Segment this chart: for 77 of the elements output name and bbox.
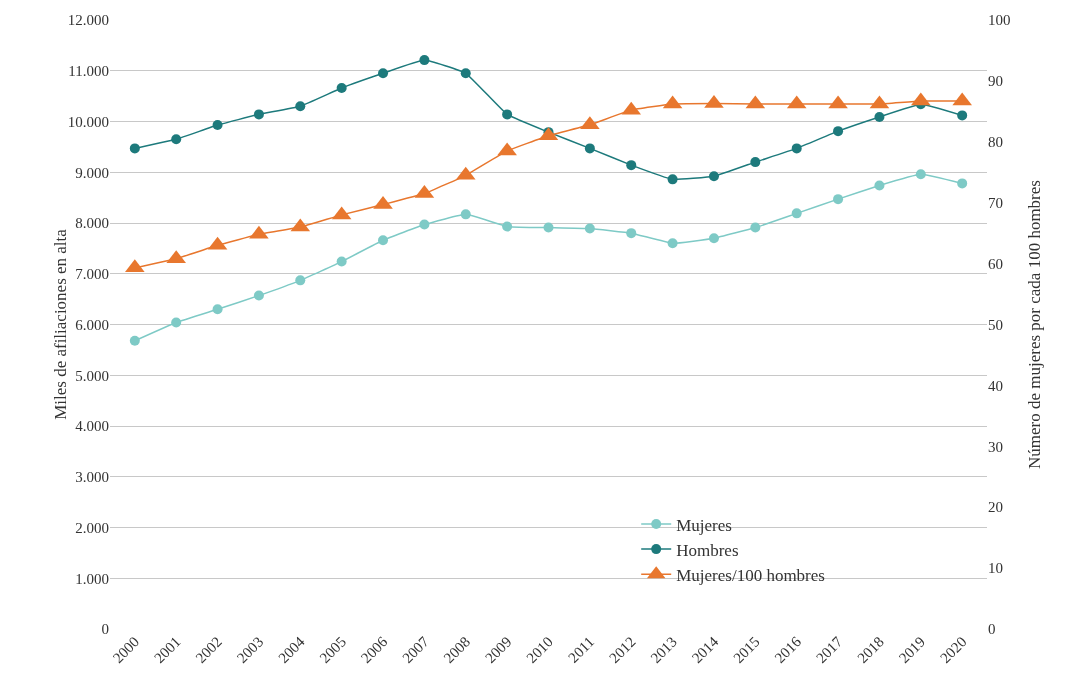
point [626,228,637,239]
point [708,171,719,182]
point [543,222,554,233]
y-tick-label: 2.000 [75,519,109,536]
point [249,225,269,239]
point [667,174,678,185]
y2-tick-label: 100 [988,12,1011,29]
y2-tick-label: 80 [988,134,1003,151]
point [378,68,389,79]
point [125,259,145,273]
y2-tick-label: 70 [988,194,1003,211]
point [708,233,719,244]
y-tick-label: 10.000 [67,113,109,130]
point [626,160,637,171]
point [667,238,678,249]
y2-tick-label: 20 [988,499,1003,516]
point [295,275,306,286]
y2-tick-label: 10 [988,560,1003,577]
point [419,55,430,66]
y2-tick-label: 40 [988,377,1003,394]
point [952,92,972,106]
point [253,290,264,301]
point [129,143,140,154]
point [833,194,844,205]
y-tick-label: 3.000 [75,469,109,485]
point [336,256,347,267]
point [502,221,513,232]
y-tick-label: 9.000 [75,164,109,181]
point [378,235,389,246]
point [336,83,347,94]
point [874,180,885,191]
point [171,317,182,328]
point [584,223,595,234]
y2-tick-label: 0 [988,621,996,638]
point [828,95,848,109]
point [833,126,844,137]
point [750,157,761,168]
point [253,109,264,120]
point [295,101,306,112]
y2-tick-label: 60 [988,255,1003,272]
point [584,143,595,154]
point [129,335,140,346]
point [915,169,926,180]
point [419,219,430,230]
point [460,68,471,79]
point [911,92,931,106]
point [171,134,182,145]
y-axis-title: Miles de afiliaciones en alta [51,228,70,420]
point [502,109,513,120]
legend-label: Hombres [676,540,739,560]
y-tick-label: 7.000 [75,266,109,282]
y2-tick-label: 90 [988,73,1003,90]
point [212,120,223,131]
y-tick-label: 6.000 [75,316,109,333]
point [497,142,517,156]
y-tick-label: 8.000 [75,215,109,232]
point [957,178,968,189]
point [957,110,968,121]
point [874,111,885,122]
y-tick-label: 11.000 [68,63,109,79]
y-tick-label: 0 [101,621,109,638]
point [460,209,471,220]
y-tick-label: 12.000 [67,12,109,29]
y2-tick-label: 50 [988,316,1003,333]
y2-axis-title: Número de mujeres por cada 100 hombres [1024,180,1044,469]
point [791,143,802,154]
y-tick-label: 1.000 [75,570,109,587]
legend-label: Mujeres [676,515,732,535]
y-tick-label: 4.000 [75,418,109,435]
y2-tick-label: 30 [988,438,1003,455]
x-tick-label: 2011 [565,633,598,666]
point [791,208,802,219]
point [704,94,724,108]
point [212,304,223,315]
point [750,222,761,233]
y-tick-label: 5.000 [75,367,109,384]
legend-label: Mujeres/100 hombres [676,565,825,585]
